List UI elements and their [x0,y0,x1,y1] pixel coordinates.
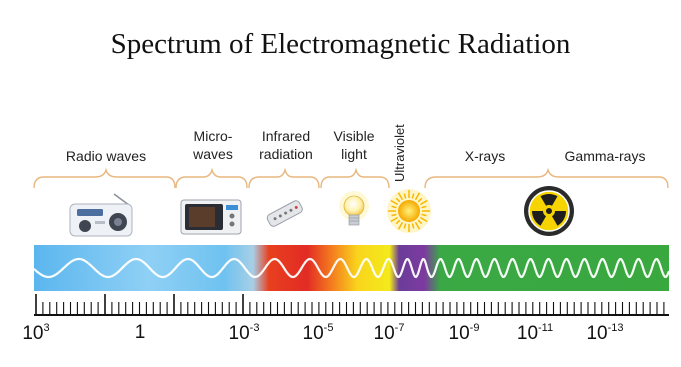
axis-tick-label: 10-3 [228,322,260,344]
sun-ray [421,213,427,217]
axis-tick-label: 103 [22,322,50,344]
sun-icon [387,189,431,233]
category-brackets [33,167,669,189]
wave-line [33,257,671,279]
microwave-oven-icon [180,199,242,235]
trefoil-blade [540,194,558,206]
trefoil-blade [552,211,566,226]
sun-ray [417,197,423,203]
sun-ray [397,221,404,230]
sun-ray [421,205,427,209]
sun-ray [391,213,397,217]
label-gamma-rays: Gamma-rays [564,148,646,164]
axis-tick-label: 10-7 [373,322,405,344]
label-infrared: Infrared radiation [259,128,313,162]
label-visible-light: Visible light [333,128,375,162]
bracket-xray-gamma [424,167,669,189]
sun-ray [403,193,407,199]
radiation-icon [524,186,574,236]
sun-ray [414,221,421,230]
label-microwaves: Micro- waves [193,128,233,162]
sun-ray [419,216,428,223]
sun-ray [417,219,423,225]
axis-tick-label: 10-13 [586,322,624,344]
spectrum-bar [34,245,669,291]
axis-tick-label: 1 [134,322,146,343]
label-ultraviolet: Ultraviolet [392,124,407,182]
bracket-radio [33,167,176,189]
ruler-ticks [35,294,665,315]
sun-ray [397,192,404,201]
sun-ray [411,223,415,229]
bracket-visible [320,167,390,189]
light-bulb-icon [339,191,369,226]
sun-ray [391,205,397,209]
sun-ray [403,223,407,229]
sun-ray [390,216,399,223]
axis-tick-label: 10-11 [516,322,554,344]
diagram-title: Spectrum of Electromagnetic Radiation [110,28,571,60]
sun-ray [411,193,415,199]
sun-ray [419,199,428,206]
sun-ray [390,199,399,206]
radio-icon [69,193,133,237]
bracket-microwaves [175,167,248,189]
sun-ray [395,197,401,203]
sun-ray [395,219,401,225]
sun-ray [414,192,421,201]
label-x-rays: X-rays [464,148,506,164]
label-radio-waves: Radio waves [65,148,147,164]
axis-tick-label: 10-9 [448,322,480,344]
remote-control-icon [266,200,303,227]
bracket-infrared [248,167,320,189]
axis-tick-label: 10-5 [302,322,334,344]
trefoil-blade [532,211,546,226]
